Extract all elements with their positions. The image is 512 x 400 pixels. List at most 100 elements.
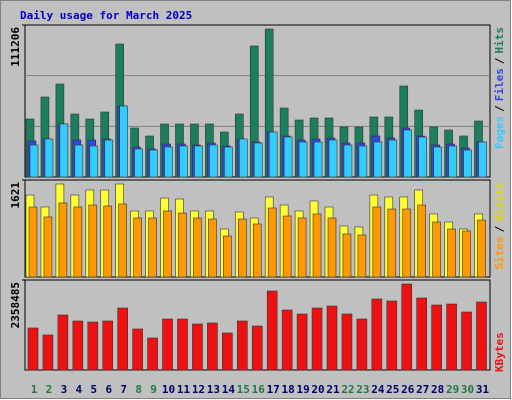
x-tick-label: 30 [461, 383, 474, 396]
bar [357, 234, 367, 278]
bar [417, 204, 427, 278]
bar [237, 320, 248, 371]
x-tick-label: 22 [341, 383, 354, 396]
bar [267, 207, 277, 278]
bar [104, 139, 114, 178]
bar [209, 144, 218, 178]
bar [477, 219, 486, 278]
x-tick-label: 11 [177, 383, 191, 396]
bar [328, 139, 338, 178]
bar [358, 145, 368, 178]
x-tick-label: 16 [252, 383, 266, 396]
legend-entry: Visits [493, 182, 506, 222]
bar [296, 313, 308, 371]
x-tick-label: 26 [401, 383, 415, 396]
bar [28, 206, 38, 278]
x-tick-label: 31 [476, 383, 490, 396]
bar [27, 327, 39, 371]
bar [59, 123, 69, 178]
x-tick-label: 13 [207, 383, 220, 396]
bar [387, 208, 397, 278]
bar [118, 203, 127, 278]
chart-title: Daily usage for March 2025 [20, 9, 192, 22]
bar [431, 304, 442, 371]
x-tick-label: 7 [120, 383, 127, 396]
y-tick-label: 2358485 [9, 282, 22, 328]
bar [342, 233, 352, 278]
bar [356, 318, 368, 371]
bar [311, 307, 323, 371]
bar [403, 129, 413, 178]
x-tick-label: 18 [282, 383, 295, 396]
x-tick-label: 5 [90, 383, 97, 396]
bar [73, 206, 83, 278]
bar [87, 321, 99, 371]
bar [341, 313, 353, 371]
bar [208, 218, 217, 278]
x-tick-label: 1 [31, 383, 38, 396]
x-tick-label: 28 [431, 383, 444, 396]
bar [298, 141, 308, 178]
bar [433, 146, 442, 178]
x-tick-label: 4 [76, 383, 83, 396]
legend-entry: Files [493, 68, 506, 101]
legend-entry: Sites [493, 236, 506, 269]
bar [268, 131, 278, 178]
bar [119, 105, 128, 178]
x-tick-label: 8 [135, 383, 142, 396]
bar [163, 210, 172, 278]
x-tick-label: 12 [192, 383, 205, 396]
bar [476, 301, 487, 371]
x-tick-label: 10 [162, 383, 175, 396]
bar [117, 307, 128, 371]
bar [207, 322, 218, 371]
bar [283, 136, 293, 178]
bar [134, 148, 143, 178]
x-tick-label: 14 [222, 383, 236, 396]
legend-separator: / [493, 105, 506, 112]
bar [373, 141, 383, 178]
legend-entry: Hits [493, 27, 506, 54]
bar [252, 223, 262, 278]
bar [224, 146, 233, 178]
x-tick-label: 25 [386, 383, 399, 396]
bar [177, 318, 188, 371]
x-tick-label: 19 [296, 383, 309, 396]
bar [416, 297, 428, 371]
bar [432, 221, 441, 278]
legend-separator: / [493, 225, 506, 232]
bar [178, 212, 187, 278]
bar [371, 298, 383, 371]
bar [461, 311, 472, 371]
legend: Sites / Visits [493, 182, 506, 270]
x-tick-label: 15 [237, 383, 250, 396]
bar [418, 136, 428, 178]
bar [463, 149, 472, 178]
bar [43, 216, 53, 278]
bar [402, 208, 412, 278]
bar [446, 303, 457, 371]
bar [194, 145, 203, 178]
bar [327, 217, 337, 278]
legend-separator: / [493, 57, 506, 64]
bar [42, 334, 54, 371]
bar [448, 145, 457, 178]
bar [133, 217, 142, 278]
bar [312, 213, 322, 278]
bar [297, 217, 307, 278]
legend: KBytes [493, 332, 506, 372]
bar [462, 230, 471, 278]
bar [179, 145, 188, 178]
bar [44, 138, 54, 178]
bar [192, 323, 203, 371]
legend-entry: KBytes [493, 332, 506, 372]
bar [74, 144, 84, 178]
x-tick-label: 24 [371, 383, 385, 396]
bar [388, 139, 398, 178]
bar [253, 142, 263, 178]
bar [29, 144, 39, 178]
bar [162, 318, 173, 371]
bar [239, 138, 248, 178]
bar [238, 218, 247, 278]
